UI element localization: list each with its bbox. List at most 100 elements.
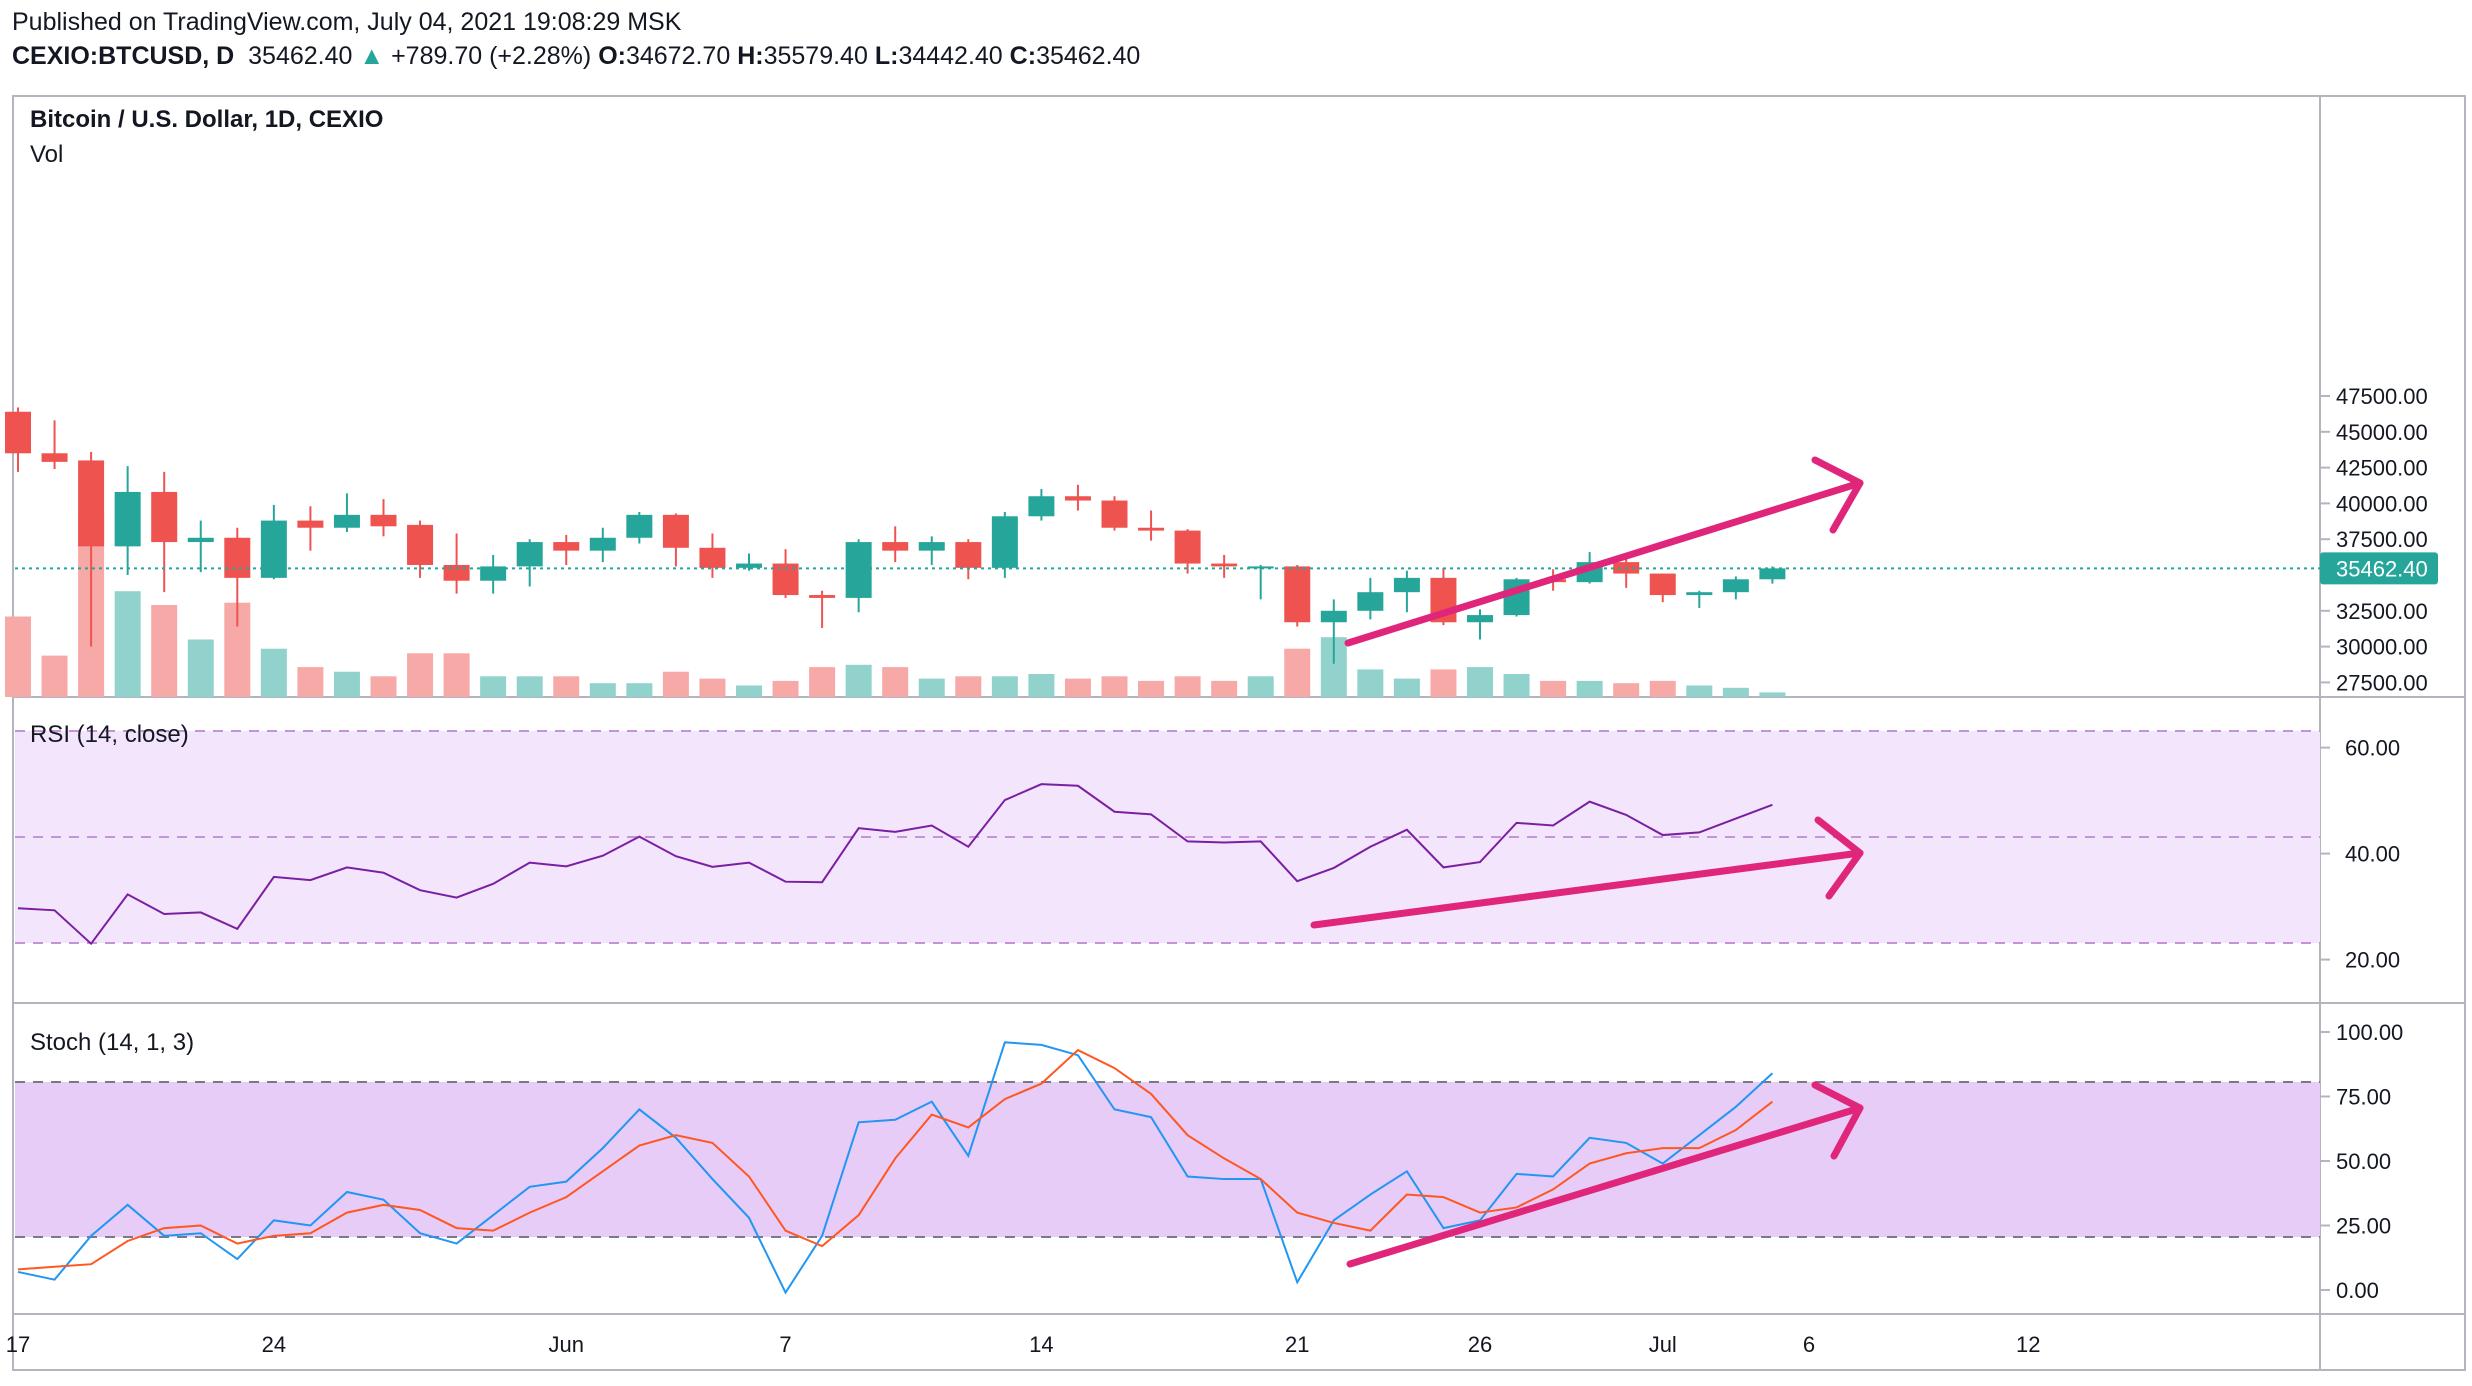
candle-body [1759,568,1786,580]
volume-bar [1138,680,1165,697]
chart-frame [12,95,2466,1371]
candle-body [553,542,580,551]
stoch-band [15,1082,2320,1237]
time-tick-label: 24 [262,1332,286,1357]
time-tick-label: Jul [1649,1332,1677,1357]
volume-bar [662,671,689,697]
candle-body [370,514,397,527]
candle-body [1101,500,1128,528]
volume-bar [955,676,982,697]
price-trend-arrow [1344,479,1864,647]
candle-body [1320,610,1347,623]
volume-bar [1649,680,1676,697]
close-label: C: [1009,42,1037,70]
open-value: 34672.70 [625,42,731,70]
volume-bar [553,676,580,697]
candle-body [809,595,836,598]
low-value: 34442.40 [898,42,1003,70]
price-axis: 47500.00 45000.00 42500.00 40000.00 37500.00… [2320,384,2428,695]
candle-body [1393,577,1420,593]
volume-bar [260,648,287,697]
candle-body [407,524,434,565]
volume-bar [1686,685,1713,697]
candle-body [1174,530,1201,564]
time-tick-label: 12 [2016,1332,2040,1357]
candle-body [1357,592,1384,611]
volume-bar [1211,680,1238,697]
change-up-icon: ▲ [359,42,385,70]
candle-body [699,547,726,568]
volume-bar [1467,667,1493,697]
candles [5,407,1786,664]
candle-body [224,537,251,578]
volume-bar [1503,674,1530,697]
stoch-axis: 100.00 75.00 50.00 25.00 0.00 [2320,1020,2403,1303]
last-price: 35462.40 [248,42,353,70]
divergence-arrows [1310,456,1864,1268]
candle-body [1028,496,1055,517]
price-tick-label: 47500.00 [2336,384,2428,409]
volume-bar [1174,676,1201,697]
volume-bar [736,685,762,697]
change-value: +789.70 (+2.28%) [391,42,592,70]
candle-body [1247,566,1274,569]
high-value: 35579.40 [763,42,868,70]
volume-bar [1247,676,1274,697]
candle-body [1138,527,1165,531]
candle-body [5,411,31,454]
stoch-lines [17,1041,1774,1295]
volume-bar [1759,692,1786,697]
volume-bar [1540,680,1567,697]
candle-body [955,542,982,568]
volume-bar [1064,678,1091,697]
candle-body [41,453,68,462]
stoch-tick-label: 50.00 [2336,1149,2391,1174]
rsi-trend-arrowhead [1814,816,1864,900]
volume-bar [1613,683,1640,697]
stoch-trend-arrow [1346,1104,1864,1268]
symbol-label: CEXIO:BTCUSD, D [12,42,235,70]
price-tick-label: 45000.00 [2336,420,2428,445]
volume-bar [809,667,836,697]
rsi-tick-label: 20.00 [2345,948,2400,973]
low-label: L: [874,42,899,70]
time-axis: 17 24 Jun 7 14 21 26 Jul 6 12 [6,1332,2041,1357]
candle-body [1686,592,1713,596]
rsi-axis: 60.00 40.00 20.00 [2320,736,2400,973]
stoch-tick-label: 0.00 [2336,1278,2379,1303]
volume-bar [5,616,31,697]
price-tick-label: 30000.00 [2336,635,2428,660]
time-tick-label: 17 [6,1332,30,1357]
stoch-d-line [17,1048,1774,1271]
volume-bar [516,676,543,697]
stoch-tick-label: 100.00 [2336,1020,2403,1045]
candle-body [1649,573,1676,596]
candle-body [662,514,689,548]
candle-body [1722,579,1749,593]
volume-bar [114,591,141,697]
price-pane-title: Bitcoin / U.S. Dollar, 1D, CEXIO [30,106,383,133]
volume-bar [845,664,872,697]
candle-body [297,520,324,528]
candle-body [1467,615,1493,623]
candle-body [918,542,945,551]
volume-bar [589,683,616,697]
volume-bars [5,513,1786,697]
volume-bar [333,671,360,697]
volume-label: Vol [30,141,63,168]
volume-bar [1028,674,1055,697]
price-tick-label: 42500.00 [2336,456,2428,481]
stoch-pane-title: Stoch (14, 1, 3) [30,1029,194,1056]
candle-body [78,460,105,547]
price-trend-arrowhead [1811,456,1864,534]
volume-bar [772,680,799,697]
candle-body [443,564,470,581]
time-tick-label: 26 [1468,1332,1492,1357]
stoch-k-line [17,1041,1774,1295]
volume-bar [918,678,945,697]
candle-body [114,491,141,547]
candle-body [882,542,909,551]
candle-body [991,516,1018,568]
price-tick-label: 32500.00 [2336,599,2428,624]
